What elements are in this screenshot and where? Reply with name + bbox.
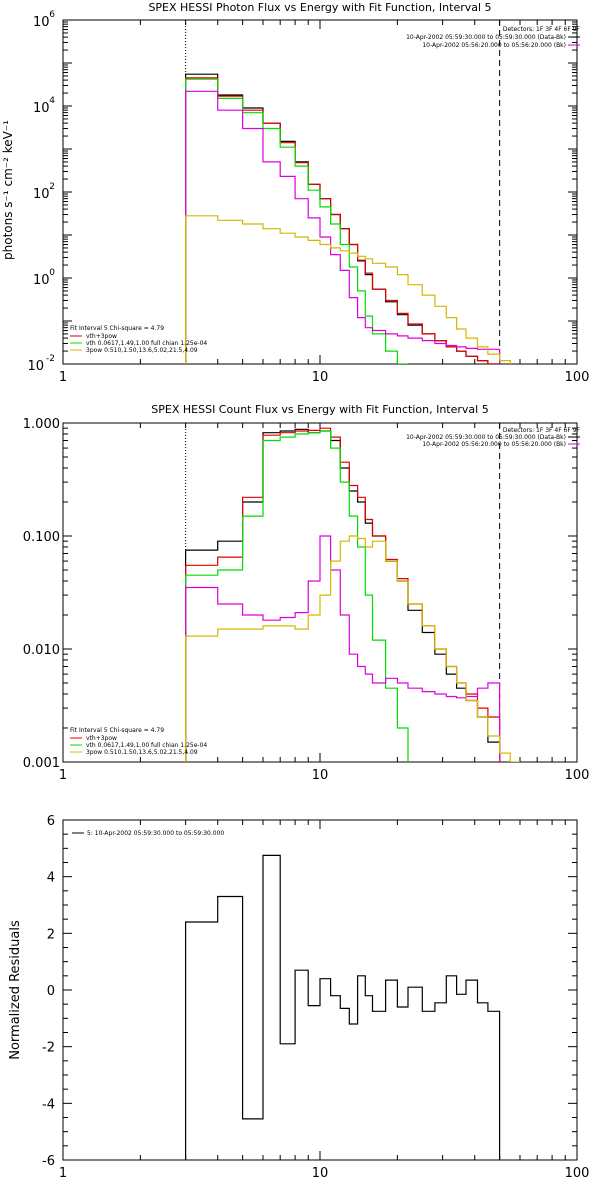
x-tick-label: 10 xyxy=(312,370,329,385)
legend-header-bl: Fit Interval 5 Chi-square = 4.79 xyxy=(70,727,164,734)
legend-header-bl: Fit Interval 5 Chi-square = 4.79 xyxy=(70,325,164,332)
plot-area: 1 10 100 1.000 0.100 0.010 0.001 xyxy=(23,417,590,783)
legend-header-tr: Detectors: 1F 3F 4F 6F 9F xyxy=(503,26,581,33)
y-axis-label: Normalized Residuals xyxy=(8,920,23,1060)
plot-area: 1 10 100 6 4 2 0 -2 -4 -6 xyxy=(42,814,589,1181)
x-tick-label: 10 xyxy=(312,1166,329,1181)
panel-title: SPEX HESSI Count Flux vs Energy with Fit… xyxy=(151,403,488,416)
y-tick-exponent: 6 xyxy=(49,10,55,20)
y-tick-label: 2 xyxy=(47,927,55,942)
legend-entry-fit: vth+3pow xyxy=(86,735,117,742)
y-tick-label: 10 xyxy=(33,15,50,30)
y-tick-label: 0 xyxy=(47,984,55,999)
legend-entry-fit: vth+3pow xyxy=(86,333,117,340)
y-tick-label: -2 xyxy=(42,1041,55,1056)
panel-title: SPEX HESSI Photon Flux vs Energy with Fi… xyxy=(148,1,491,14)
x-tick-label: 1 xyxy=(59,370,67,385)
legend-entry-residual: 5: 10-Apr-2002 05:59:30.000 to 05:59:30.… xyxy=(87,830,224,837)
x-tick-label: 100 xyxy=(565,370,590,385)
y-tick-exponent: 4 xyxy=(49,96,55,106)
x-tick-label: 100 xyxy=(565,1166,590,1181)
x-tick-label: 10 xyxy=(312,768,329,783)
y-tick-label: 10 xyxy=(33,101,50,116)
y-tick-label: 4 xyxy=(47,871,55,886)
y-tick-label: 0.001 xyxy=(23,756,60,771)
legend-entry-3pow: 3pow 0.510,1.50,13.6,5.02,21.5,4.09 xyxy=(86,347,198,354)
series-0-step-line xyxy=(185,854,501,1160)
y-tick-label: 0.010 xyxy=(23,643,60,658)
legend-header-tr: Detectors: 1F 3F 4F 6F 9F xyxy=(503,427,581,434)
y-tick-exponent: -2 xyxy=(46,354,55,364)
y-tick-label: -4 xyxy=(42,1097,55,1112)
y-axis-label: photons s⁻¹ cm⁻² keV⁻¹ xyxy=(1,120,15,260)
y-tick-exponent: 2 xyxy=(49,182,55,192)
y-tick-label: 0.100 xyxy=(23,530,60,545)
y-tick-label: 10 xyxy=(33,273,50,288)
legend-entry-data: 10-Apr-2002 05:59:30.000 to 05:59:30.000… xyxy=(406,34,566,41)
x-tick-label: 100 xyxy=(565,768,590,783)
series-3-step-line xyxy=(185,90,501,364)
y-tick-label: -6 xyxy=(42,1154,55,1169)
legend-entry-bk: 10-Apr-2002 05:56:20.000 to 05:56:20.000… xyxy=(422,441,566,448)
legend-entry-vth: vth 0.0617,1.49,1.00 full chian 1.25e-04 xyxy=(86,742,207,749)
y-tick-exponent: 0 xyxy=(49,268,55,278)
legend-entry-3pow: 3pow 0.510,1.50,13.6,5.02,21.5,4.09 xyxy=(86,749,198,756)
legend-entry-bk: 10-Apr-2002 05:56:20.000 to 05:56:20.000… xyxy=(422,42,566,49)
x-tick-label: 1 xyxy=(59,1166,67,1181)
y-tick-label: 10 xyxy=(33,187,50,202)
legend-entry-vth: vth 0.0617,1.49,1.00 full chian 1.25e-04 xyxy=(86,340,207,347)
residuals-panel: Normalized Residuals 1 10 100 6 4 2 0 -2 -4 -6 5:… xyxy=(8,814,589,1181)
y-tick-label: 10 xyxy=(27,359,44,374)
y-tick-label: 1.000 xyxy=(23,417,60,432)
series-2-step-line xyxy=(185,430,409,762)
legend-entry-data: 10-Apr-2002 05:59:30.000 to 05:59:30.000… xyxy=(406,434,566,441)
series-3-step-line xyxy=(185,535,501,762)
photon-flux-panel: SPEX HESSI Photon Flux vs Energy with Fi… xyxy=(1,1,589,385)
x-tick-label: 1 xyxy=(59,768,67,783)
series-4-step-line xyxy=(185,535,520,762)
y-tick-label: 6 xyxy=(47,814,55,829)
series-4-step-line xyxy=(185,215,511,364)
count-flux-panel: SPEX HESSI Count Flux vs Energy with Fit… xyxy=(23,403,590,783)
